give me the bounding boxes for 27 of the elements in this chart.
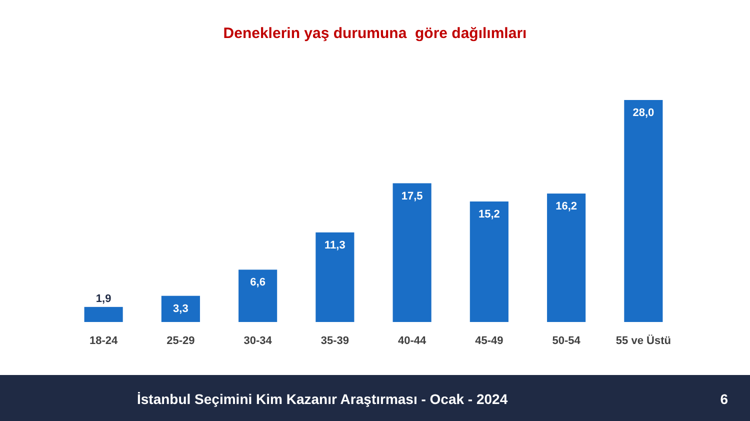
- bar: [84, 306, 123, 322]
- x-tick-label: 45-49: [475, 334, 504, 347]
- x-tick-label: 25-29: [166, 334, 195, 347]
- bar: [547, 194, 586, 322]
- text: İstanbul Seçimini Kim Kazanır Araştırması - Ocak - 2024: [137, 391, 508, 407]
- x-tick-label: 35-39: [320, 334, 350, 347]
- data-label: 6,6: [250, 276, 266, 289]
- data-label: 17,5: [401, 190, 423, 202]
- data-label: 16,2: [556, 200, 578, 213]
- data-label: 3,3: [173, 302, 188, 315]
- bar: [470, 201, 508, 322]
- data-label: 1,9: [96, 292, 112, 305]
- data-label: 11,3: [324, 239, 346, 252]
- x-tick-label: 40-44: [398, 334, 428, 347]
- x-tick-label: 55 ve Üstü: [616, 334, 671, 347]
- bar: [161, 296, 200, 322]
- bar: [392, 183, 432, 322]
- bar: [316, 232, 354, 322]
- data-label: 15,2: [478, 208, 500, 220]
- bar: [238, 270, 278, 322]
- x-tick-label: 50-54: [552, 334, 582, 347]
- bar: [624, 100, 663, 322]
- text: 6: [720, 391, 728, 407]
- chart-title: Deneklerin yaş durumuna göre dağılımları: [223, 25, 527, 42]
- data-label: 28,0: [632, 107, 654, 119]
- x-tick-label: 18-24: [89, 334, 119, 347]
- x-tick-label: 30-34: [244, 334, 273, 347]
